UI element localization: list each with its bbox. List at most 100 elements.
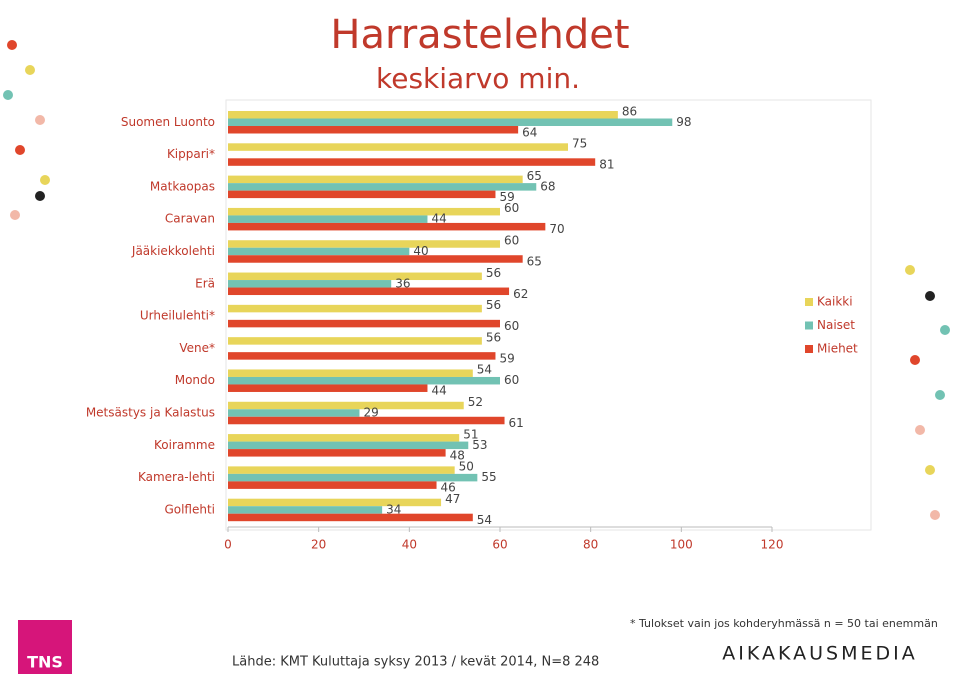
bar <box>228 222 546 231</box>
value-label: 86 <box>622 104 637 118</box>
bar <box>228 126 519 134</box>
bar <box>228 240 500 248</box>
bar <box>228 319 500 328</box>
category-label: Kippari* <box>167 147 215 161</box>
value-label: 40 <box>413 244 428 258</box>
chart-subtitle: keskiarvo min. <box>376 62 580 95</box>
category-label: Matkaopas <box>150 179 215 193</box>
legend-label: Miehet <box>817 342 858 356</box>
bar <box>228 337 482 345</box>
bar <box>228 384 428 392</box>
decoration <box>3 40 950 520</box>
value-label: 65 <box>527 169 542 183</box>
value-label: 56 <box>486 330 501 344</box>
value-label: 34 <box>386 502 401 516</box>
bar <box>228 287 510 296</box>
value-label: 46 <box>441 481 456 495</box>
value-label: 70 <box>549 222 564 236</box>
value-label: 36 <box>395 276 410 290</box>
value-label: 60 <box>504 201 519 215</box>
category-label: Erä <box>195 276 215 290</box>
bar <box>228 506 383 514</box>
value-label: 75 <box>572 137 587 151</box>
value-label: 61 <box>509 416 524 430</box>
bar <box>228 255 523 263</box>
category-label: Vene* <box>179 341 215 355</box>
category-label: Suomen Luonto <box>121 115 215 129</box>
x-tick-label: 100 <box>670 538 693 552</box>
bar <box>228 481 437 489</box>
x-tick-label: 60 <box>492 538 507 552</box>
value-label: 53 <box>472 438 487 452</box>
value-label: 60 <box>504 319 519 333</box>
category-label: Metsästys ja Kalastus <box>86 406 215 420</box>
category-label: Kamera-lehti <box>138 470 215 484</box>
plot-area <box>225 99 872 531</box>
bar <box>228 143 568 151</box>
tns-logo-box <box>18 620 72 674</box>
value-label: 52 <box>468 395 483 409</box>
x-tick-label: 80 <box>583 538 598 552</box>
value-label: 54 <box>477 513 492 527</box>
aikakausmedia-logo: AIKAKAUSMEDIA <box>722 643 917 665</box>
value-label: 60 <box>504 373 519 387</box>
legend-swatch <box>805 298 813 306</box>
value-label: 48 <box>450 448 465 462</box>
legend-swatch <box>805 345 813 353</box>
bar <box>228 466 455 474</box>
value-label: 50 <box>459 460 474 474</box>
x-tick-label: 20 <box>311 538 326 552</box>
bar <box>228 304 482 313</box>
value-label: 56 <box>486 266 501 280</box>
category-label: Jääkiekkolehti <box>131 244 215 258</box>
bar <box>228 401 464 410</box>
value-label: 55 <box>481 470 496 484</box>
x-tick-label: 40 <box>402 538 417 552</box>
value-label: 64 <box>522 125 537 139</box>
bar <box>228 449 446 457</box>
x-tick-label: 0 <box>224 538 232 552</box>
value-label: 59 <box>499 190 514 204</box>
bar <box>228 498 442 507</box>
value-label: 44 <box>431 212 446 226</box>
bar <box>228 111 618 119</box>
bar <box>228 416 505 425</box>
value-label: 47 <box>445 492 460 506</box>
bar <box>228 247 410 256</box>
bar <box>228 183 537 191</box>
source: Lähde: KMT Kuluttaja syksy 2013 / kevät … <box>232 655 599 670</box>
value-label: 65 <box>527 254 542 268</box>
bar <box>228 376 500 385</box>
value-label: 68 <box>540 179 555 193</box>
bar <box>228 118 673 126</box>
category-label: Koiramme <box>154 438 215 452</box>
bar <box>228 513 473 522</box>
category-label: Caravan <box>165 212 215 226</box>
bar <box>228 280 392 288</box>
value-label: 44 <box>431 384 446 398</box>
bar <box>228 409 360 417</box>
value-label: 54 <box>477 363 492 377</box>
x-tick-label: 120 <box>761 538 784 552</box>
value-label: 98 <box>676 115 691 129</box>
bar <box>228 158 596 166</box>
bar <box>228 207 500 216</box>
value-label: 56 <box>486 298 501 312</box>
category-label: Mondo <box>175 373 215 387</box>
bar <box>228 473 478 482</box>
bar <box>228 369 473 377</box>
footnote: * Tulokset vain jos kohderyhmässä n = 50… <box>630 617 938 630</box>
legend-label: Kaikki <box>817 295 853 309</box>
bar <box>228 272 482 281</box>
value-label: 62 <box>513 287 528 301</box>
legend-swatch <box>805 321 813 330</box>
category-label: Urheilulehti* <box>140 309 215 323</box>
chart-title: Harrastelehdet <box>330 12 629 58</box>
bar <box>228 175 523 184</box>
value-label: 81 <box>599 158 614 172</box>
bar <box>228 190 496 199</box>
bar <box>228 434 460 442</box>
legend-label: Naiset <box>817 318 855 332</box>
value-label: 59 <box>499 351 514 365</box>
